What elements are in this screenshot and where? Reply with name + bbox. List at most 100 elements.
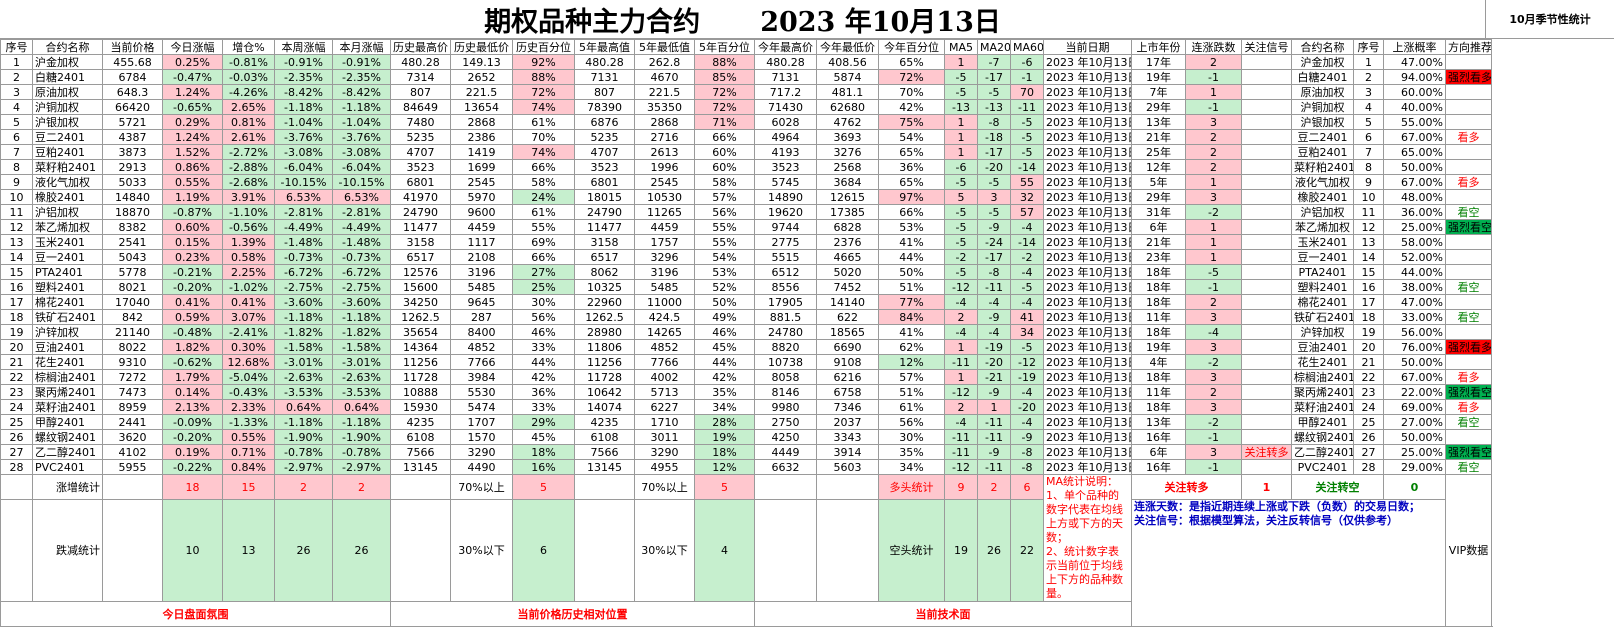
table-cell: 60.00%: [1383, 84, 1446, 100]
table-cell: 5485: [450, 279, 513, 295]
table-cell: -1.18%: [274, 414, 333, 430]
table-cell: 2023 年10月13日: [1043, 324, 1132, 340]
table-cell: 6108: [390, 429, 451, 445]
table-cell: -1.04%: [332, 114, 391, 130]
table-cell: -6: [1010, 54, 1044, 70]
table-cell: -20: [977, 354, 1011, 370]
table-cell: -2.88%: [222, 159, 275, 175]
table-cell: -6.72%: [274, 264, 333, 280]
table-cell: 19: [0, 324, 33, 340]
table-cell: 5235: [574, 129, 635, 145]
table-cell: [1445, 189, 1492, 205]
column-header: MA60: [1010, 39, 1044, 55]
table-cell: [1241, 339, 1292, 355]
table-cell: 648.3: [102, 84, 163, 100]
table-cell: 豆一2401: [1291, 249, 1354, 265]
table-cell: -5: [1185, 264, 1242, 280]
table-cell: 31年: [1131, 204, 1186, 220]
bear-label: 空头统计: [878, 499, 945, 602]
table-cell: -5: [944, 204, 978, 220]
table-cell: 51%: [878, 279, 945, 295]
table-cell: 5年: [1131, 174, 1186, 190]
table-cell: 4250: [754, 429, 817, 445]
table-cell: 2868: [450, 114, 513, 130]
table-cell: 5: [1353, 114, 1384, 130]
table-cell: 7452: [816, 279, 879, 295]
table-cell: 白糖2401: [32, 69, 103, 85]
table-cell: 14074: [574, 399, 635, 415]
table-cell: -1: [1185, 69, 1242, 85]
table-cell: 2023 年10月13日: [1043, 414, 1132, 430]
table-cell: -6.04%: [332, 159, 391, 175]
column-header: 历史百分位: [512, 39, 575, 55]
table-cell: 1699: [450, 159, 513, 175]
table-cell: 11265: [634, 204, 695, 220]
footer-position: 当前价格历史相对位置: [390, 601, 755, 627]
table-row: 24 菜籽油2401 8959 2.13% 2.33% 0.64% 0.64% 15930 54…: [0, 399, 1492, 415]
table-cell: 25%: [512, 279, 575, 295]
table-cell: 72%: [512, 84, 575, 100]
table-cell: 2: [1185, 294, 1242, 310]
table-cell: 70: [1010, 84, 1044, 100]
table-cell: 3873: [102, 144, 163, 160]
table-cell: 26: [1353, 429, 1384, 445]
table-cell: -0.20%: [162, 429, 223, 445]
table-cell: 26: [0, 429, 33, 445]
table-cell: 5235: [390, 129, 451, 145]
table-cell: 看空: [1445, 279, 1492, 295]
table-cell: 0.19%: [162, 444, 223, 460]
table-cell: 11477: [574, 219, 635, 235]
table-cell: [1445, 84, 1492, 100]
table-cell: 4102: [102, 444, 163, 460]
column-header: 当前价格: [102, 39, 163, 55]
table-cell: 14: [0, 249, 33, 265]
table-cell: -2.63%: [274, 369, 333, 385]
table-cell: 6758: [816, 384, 879, 400]
table-cell: -8: [977, 114, 1011, 130]
column-header: 关注信号: [1241, 39, 1292, 55]
table-cell: -20: [1010, 399, 1044, 415]
table-cell: 1710: [634, 414, 695, 430]
table-cell: -1.33%: [222, 414, 275, 430]
table-cell: 10: [1353, 189, 1384, 205]
table-cell: 沪银加权: [32, 114, 103, 130]
table-cell: -11: [977, 414, 1011, 430]
table-cell: -5.04%: [222, 369, 275, 385]
table-cell: 41%: [878, 324, 945, 340]
table-cell: -1.58%: [332, 339, 391, 355]
table-cell: 70%: [878, 84, 945, 100]
table-cell: -0.78%: [274, 444, 333, 460]
table-cell: 豆二2401: [32, 129, 103, 145]
table-cell: 49%: [694, 309, 755, 325]
table-cell: 6784: [102, 69, 163, 85]
table-cell: 11年: [1131, 384, 1186, 400]
table-cell: 34250: [390, 294, 451, 310]
table-cell: 2568: [816, 159, 879, 175]
table-cell: 2.13%: [162, 399, 223, 415]
table-cell: 88%: [694, 54, 755, 70]
table-cell: 原油加权: [32, 84, 103, 100]
table-cell: 2023 年10月13日: [1043, 384, 1132, 400]
table-cell: 69%: [512, 234, 575, 250]
table-cell: 塑料2401: [32, 279, 103, 295]
table-cell: -2: [1185, 204, 1242, 220]
seasonal-stats-title: 10月季节性统计: [1509, 13, 1591, 26]
table-cell: 29%: [512, 414, 575, 430]
table-cell: 56.00%: [1383, 324, 1446, 340]
table-cell: 18%: [512, 444, 575, 460]
table-row: 27 乙二醇2401 4102 0.19% 0.71% -0.78% -0.78% 7566 3…: [0, 444, 1492, 460]
table-cell: -1.82%: [332, 324, 391, 340]
fall-week: 26: [274, 499, 333, 602]
table-cell: -18: [977, 129, 1011, 145]
table-cell: 15600: [390, 279, 451, 295]
table-cell: 0.81%: [222, 114, 275, 130]
table-cell: 1757: [634, 234, 695, 250]
table-cell: -5: [944, 219, 978, 235]
table-cell: 20: [1353, 339, 1384, 355]
rise-oi: 15: [222, 474, 275, 500]
table-row: 13 玉米2401 2541 0.15% 1.39% -1.48% -1.48% 3158 11…: [0, 234, 1492, 250]
table-cell: 55: [1010, 174, 1044, 190]
bear-ma60: 22: [1010, 499, 1044, 602]
table-cell: 看多: [1445, 369, 1492, 385]
table-cell: 2: [0, 69, 33, 85]
